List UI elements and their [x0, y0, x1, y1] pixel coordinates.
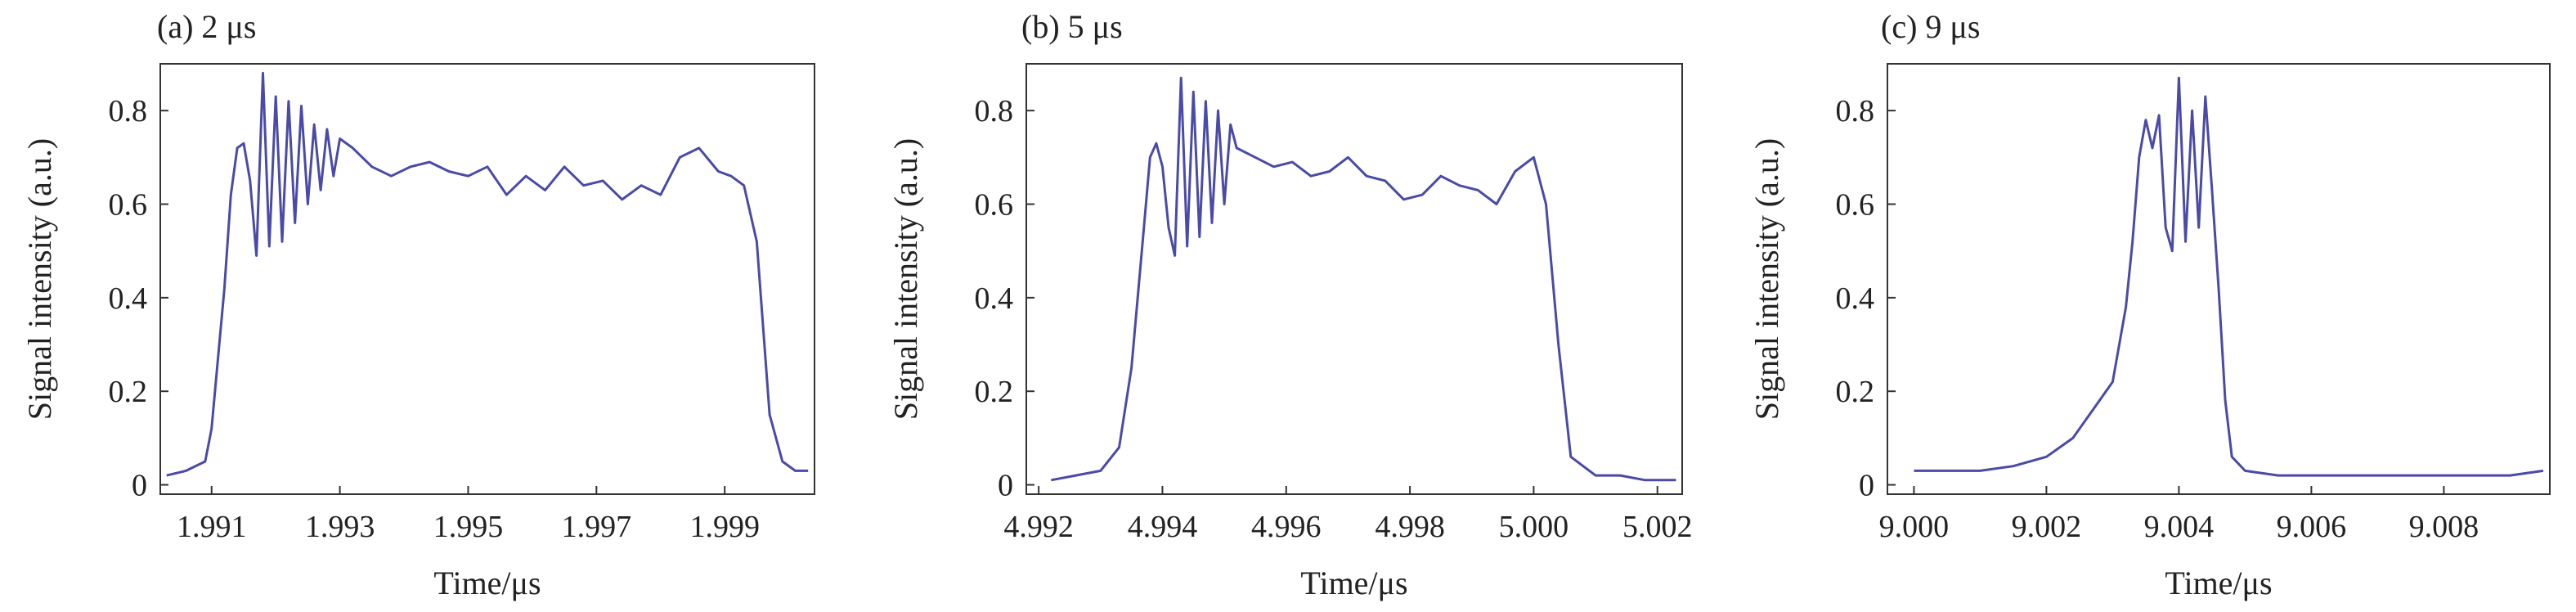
- signal-line: [1914, 76, 2544, 477]
- x-tick-label: 4.996: [1251, 510, 1322, 544]
- x-tick-label: 4.992: [1003, 510, 1074, 544]
- y-tick-label: 0.8: [109, 94, 148, 128]
- x-tick-label: 1.999: [689, 510, 760, 544]
- y-tick-label: 0: [998, 469, 1013, 503]
- y-tick-label: 0.4: [975, 281, 1014, 316]
- x-tick-label: 5.002: [1622, 510, 1693, 544]
- y-tick-label: 0.6: [1836, 188, 1875, 223]
- y-tick-label: 0.4: [1836, 281, 1875, 316]
- y-axis-label: Signal intensity (a.u.): [887, 138, 924, 420]
- y-tick-label: 0.6: [109, 188, 148, 223]
- panel-title: (c) 9 μs: [1881, 8, 1980, 45]
- y-tick-label: 0.2: [975, 375, 1014, 409]
- y-tick-label: 0.2: [1836, 375, 1875, 409]
- y-tick-label: 0.4: [109, 281, 148, 316]
- plot-frame: [1887, 63, 2551, 495]
- plot-frame: [159, 63, 815, 495]
- x-tick-label: 9.002: [2012, 510, 2082, 544]
- signal-line: [1051, 76, 1676, 482]
- y-tick-label: 0: [1859, 469, 1874, 503]
- x-tick-label: 5.000: [1499, 510, 1569, 544]
- x-tick-label: 4.994: [1128, 510, 1198, 544]
- x-tick-label: 9.000: [1879, 510, 1950, 544]
- x-tick-label: 4.998: [1375, 510, 1445, 544]
- panel-title: (b) 5 μs: [1021, 8, 1123, 45]
- x-tick-label: 9.004: [2144, 510, 2215, 544]
- x-tick-label: 1.991: [177, 510, 247, 544]
- x-axis-label: Time/μs: [1300, 565, 1407, 601]
- signal-line: [166, 71, 809, 477]
- y-tick-label: 0.8: [1836, 94, 1875, 128]
- y-axis-label: Signal intensity (a.u.): [1748, 138, 1785, 420]
- x-axis-label: Time/μs: [2165, 565, 2272, 601]
- y-tick-label: 0.2: [109, 375, 148, 409]
- x-axis-label: Time/μs: [433, 565, 541, 601]
- x-tick-label: 1.993: [305, 510, 375, 544]
- plot-frame: [1025, 63, 1683, 495]
- y-tick-label: 0.8: [975, 94, 1014, 128]
- x-tick-label: 1.995: [433, 510, 504, 544]
- x-tick-label: 9.006: [2277, 510, 2347, 544]
- chart-panel-b: (b) 5 μs 4.992 4.994 4.996 4.998 5.000 5.002 0 0…: [887, 8, 1692, 601]
- chart-panel-a: (a) 2 μs 1.991 1.993 1.995 1.997 1.999 0 0.2 0.4…: [21, 8, 815, 601]
- chart-panel-c: (c) 9 μs 9.000 9.002 9.004 9.006 9.008 0 0.2 0.4…: [1748, 8, 2551, 601]
- y-axis-label: Signal intensity (a.u.): [21, 138, 58, 420]
- x-tick-label: 9.008: [2409, 510, 2480, 544]
- x-tick-label: 1.997: [562, 510, 632, 544]
- y-tick-label: 0: [132, 469, 147, 503]
- y-tick-label: 0.6: [975, 188, 1014, 223]
- panel-title: (a) 2 μs: [157, 8, 256, 45]
